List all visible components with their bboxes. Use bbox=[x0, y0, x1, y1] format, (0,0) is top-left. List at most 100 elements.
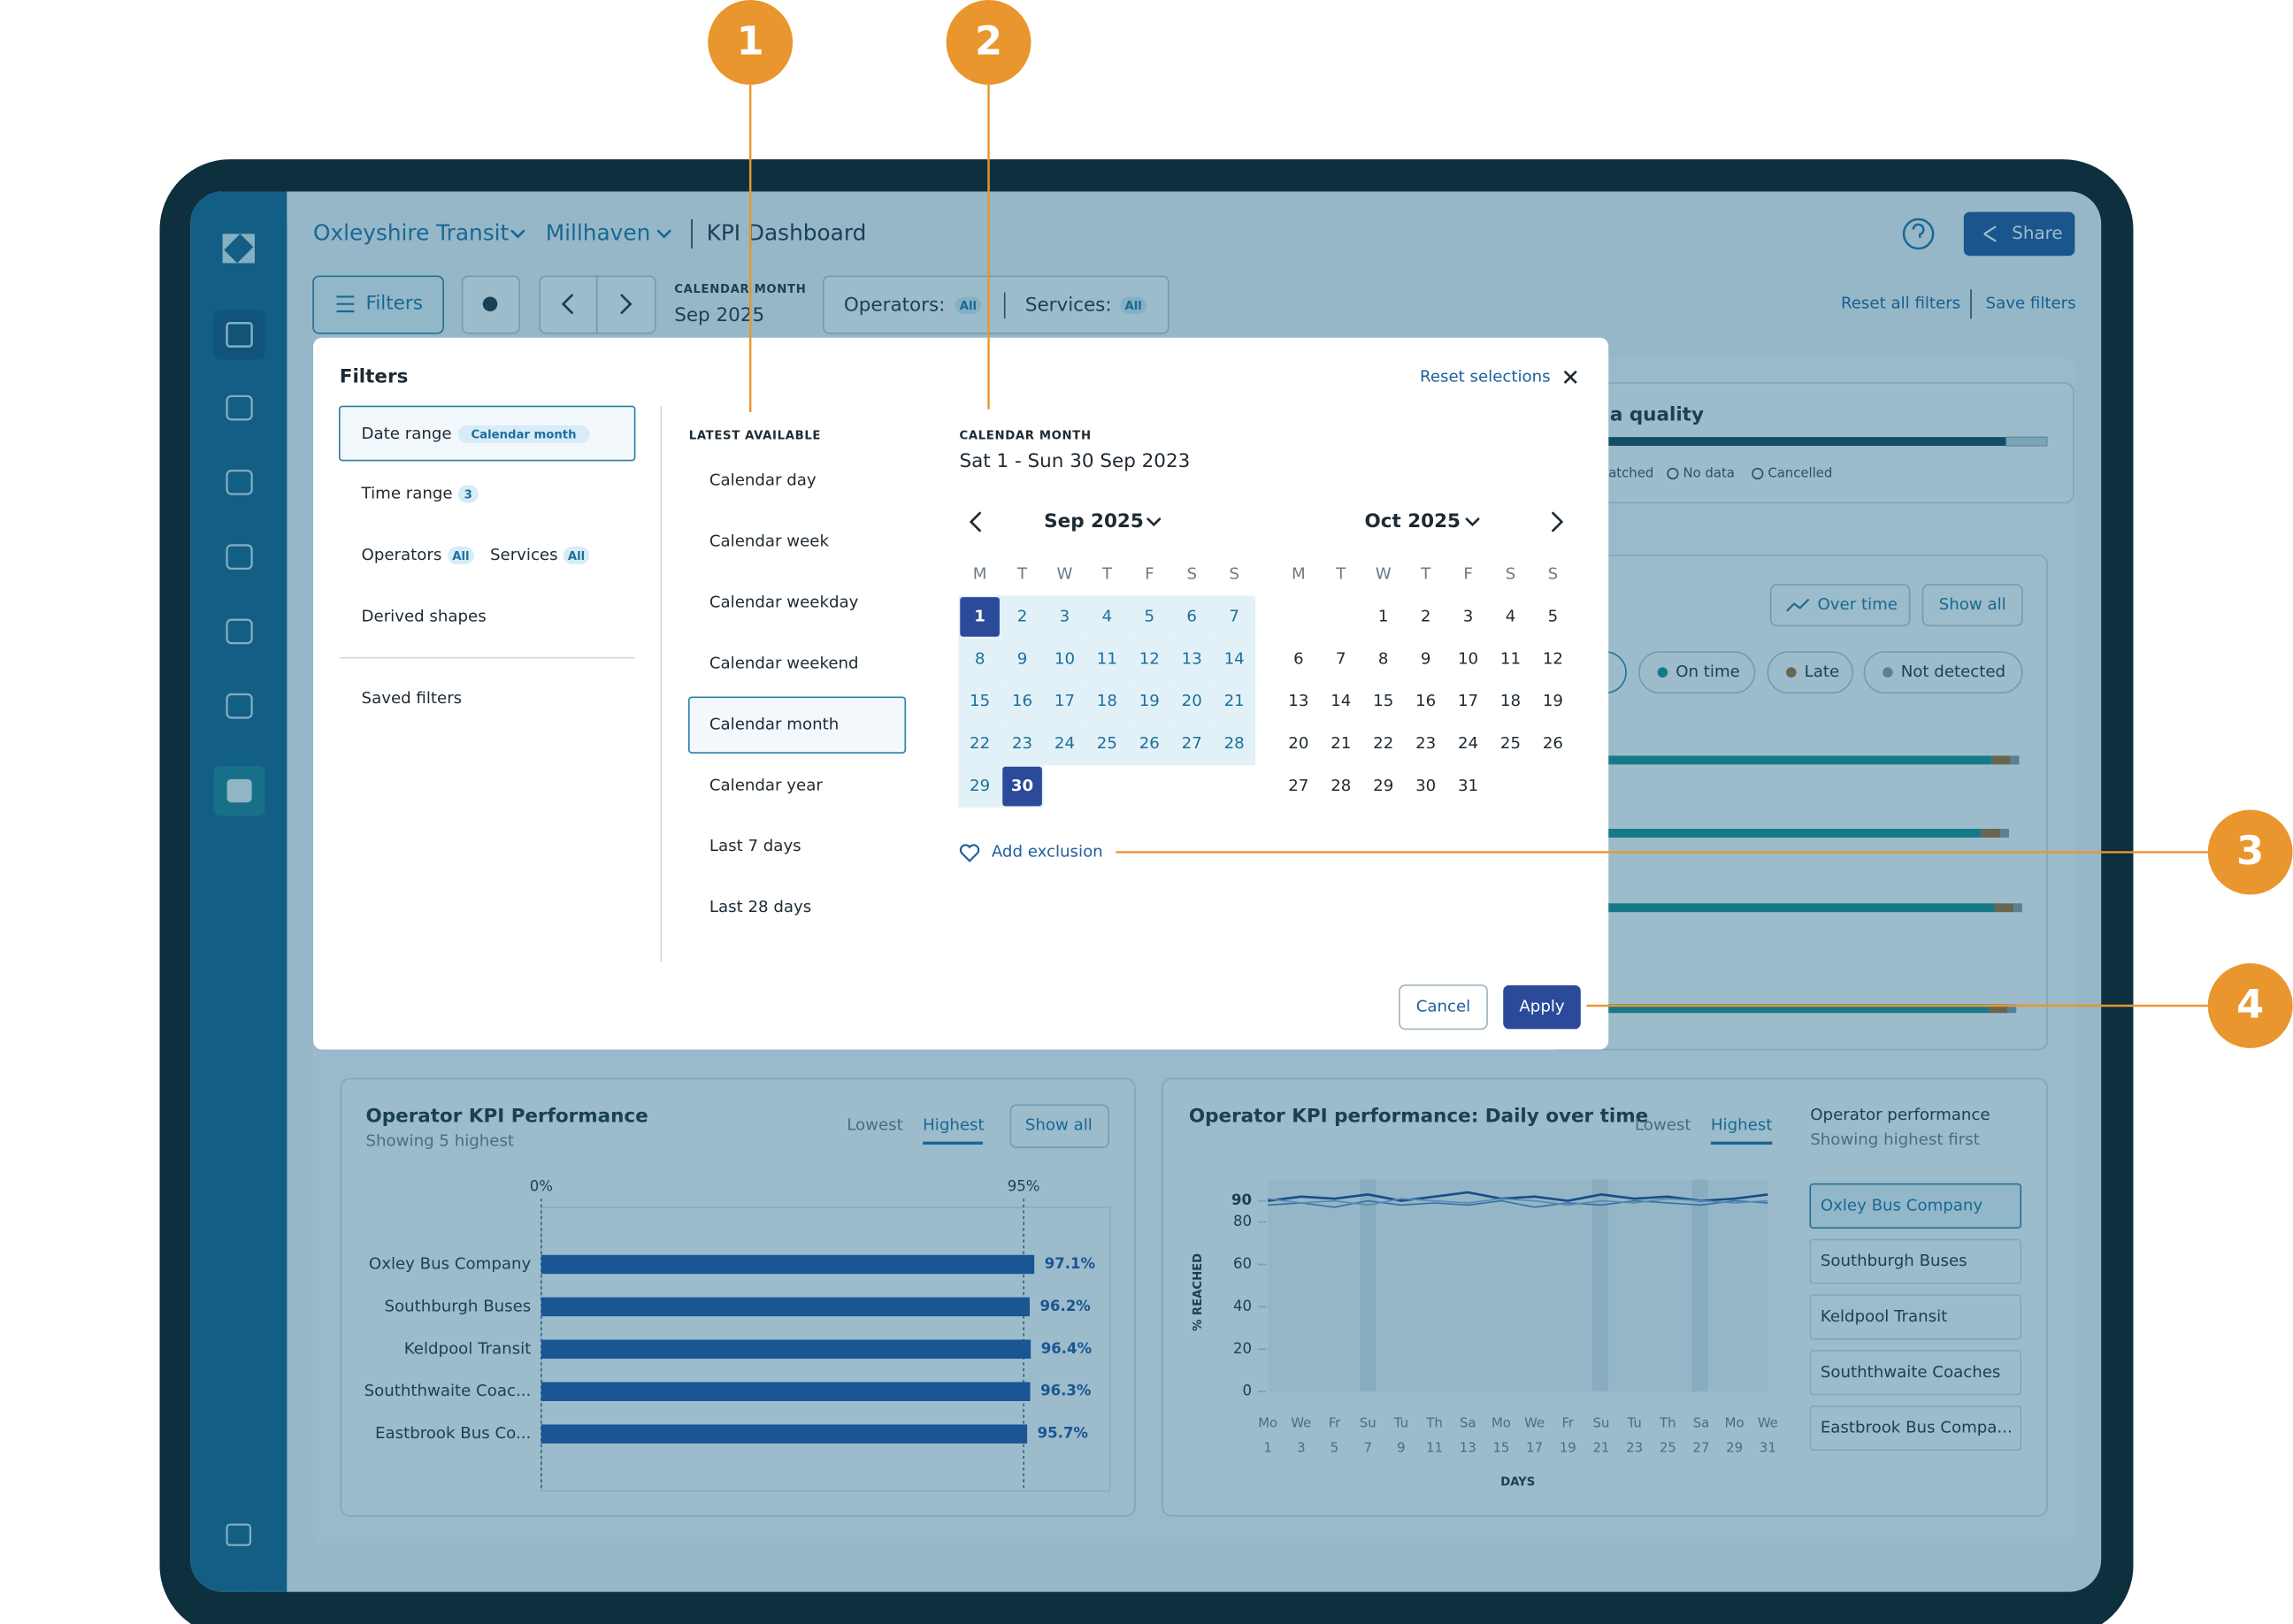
chip[interactable] bbox=[1767, 651, 1854, 694]
operator-item-label[interactable]: Oxley Bus Company bbox=[1821, 1196, 1983, 1214]
show-all-label[interactable]: Show all bbox=[1939, 595, 2006, 614]
operator-item-label[interactable]: Eastbrook Bus Compa... bbox=[1821, 1419, 2013, 1437]
add-exclusion[interactable]: Add exclusion bbox=[992, 842, 1103, 861]
day[interactable]: 13 bbox=[1288, 692, 1308, 710]
day[interactable]: 10 bbox=[1054, 649, 1075, 668]
over-time-label[interactable]: Over time bbox=[1818, 595, 1898, 614]
day[interactable]: 25 bbox=[1097, 734, 1117, 753]
filter-nav-item[interactable]: Services bbox=[490, 546, 558, 564]
operator-item-label[interactable]: Souththwaite Coaches bbox=[1821, 1363, 2001, 1382]
day[interactable]: 13 bbox=[1182, 649, 1202, 668]
period-option[interactable]: Calendar weekday bbox=[709, 594, 859, 612]
reset-selections[interactable]: Reset selections bbox=[1420, 367, 1551, 386]
show-all-label[interactable]: Show all bbox=[1025, 1115, 1093, 1134]
day[interactable]: 5 bbox=[1145, 607, 1155, 625]
day[interactable]: 5 bbox=[1548, 607, 1559, 625]
day[interactable]: 28 bbox=[1331, 777, 1351, 795]
day[interactable]: 6 bbox=[1293, 649, 1304, 668]
day[interactable]: 19 bbox=[1543, 692, 1563, 710]
cancel-label[interactable]: Cancel bbox=[1416, 998, 1471, 1016]
operator-item[interactable] bbox=[1809, 1405, 2022, 1452]
day[interactable]: 22 bbox=[1373, 734, 1393, 753]
day[interactable]: 2 bbox=[1017, 607, 1028, 625]
day[interactable]: 3 bbox=[1463, 607, 1474, 625]
day[interactable]: 26 bbox=[1543, 734, 1563, 753]
day[interactable]: 18 bbox=[1097, 692, 1117, 710]
period-option[interactable]: Calendar year bbox=[709, 776, 823, 794]
day[interactable]: 7 bbox=[1336, 649, 1346, 668]
day[interactable]: 15 bbox=[970, 692, 990, 710]
operator-item[interactable] bbox=[1809, 1350, 2022, 1396]
day[interactable]: 2 bbox=[1421, 607, 1431, 625]
day[interactable]: 22 bbox=[970, 734, 990, 753]
filters-button[interactable] bbox=[312, 275, 444, 334]
reset-all-link[interactable]: Reset all filters bbox=[1841, 295, 1960, 313]
day[interactable]: 11 bbox=[1500, 649, 1521, 668]
period-option[interactable]: Calendar weekend bbox=[709, 654, 859, 672]
day[interactable]: 28 bbox=[1224, 734, 1245, 753]
day[interactable]: 24 bbox=[1458, 734, 1478, 753]
chip-label[interactable]: On time bbox=[1676, 663, 1740, 681]
day[interactable]: 10 bbox=[1458, 649, 1478, 668]
day[interactable]: 21 bbox=[1224, 692, 1245, 710]
sort-lowest[interactable]: Lowest bbox=[847, 1115, 903, 1134]
cancel-button[interactable] bbox=[1399, 984, 1488, 1030]
day[interactable]: 12 bbox=[1139, 649, 1160, 668]
day[interactable]: 29 bbox=[970, 777, 990, 795]
filter-nav-item[interactable]: Operators bbox=[362, 546, 442, 564]
help-icon[interactable] bbox=[1902, 218, 1935, 250]
day[interactable]: 14 bbox=[1331, 692, 1351, 710]
day[interactable]: 3 bbox=[1060, 607, 1070, 625]
day[interactable]: 20 bbox=[1288, 734, 1308, 753]
day[interactable]: 12 bbox=[1543, 649, 1563, 668]
day[interactable]: 16 bbox=[1012, 692, 1032, 710]
apply-button[interactable] bbox=[1503, 984, 1581, 1030]
day[interactable]: 1 bbox=[1378, 607, 1389, 625]
scope-box[interactable] bbox=[822, 275, 1170, 334]
chip[interactable] bbox=[1638, 651, 1756, 694]
filter-nav-item[interactable]: Time range bbox=[361, 485, 453, 503]
day[interactable]: 31 bbox=[1458, 777, 1478, 795]
day[interactable]: 7 bbox=[1229, 607, 1239, 625]
day[interactable]: 21 bbox=[1331, 734, 1351, 753]
chip[interactable] bbox=[1863, 651, 2023, 694]
share-label[interactable]: Share bbox=[2012, 223, 2062, 243]
chip-label[interactable]: Late bbox=[1805, 663, 1840, 681]
day[interactable]: 24 bbox=[1054, 734, 1075, 753]
apply-label[interactable]: Apply bbox=[1519, 998, 1565, 1016]
day[interactable]: 29 bbox=[1373, 777, 1393, 795]
region-selector[interactable]: Millhaven bbox=[546, 219, 650, 245]
day[interactable]: 30 bbox=[1415, 777, 1436, 795]
day[interactable]: 6 bbox=[1186, 607, 1197, 625]
day[interactable]: 20 bbox=[1182, 692, 1202, 710]
day[interactable]: 23 bbox=[1415, 734, 1436, 753]
over-time-button[interactable] bbox=[1769, 584, 1911, 627]
day[interactable]: 16 bbox=[1415, 692, 1436, 710]
day[interactable]: 4 bbox=[1506, 607, 1516, 625]
period-option[interactable]: Calendar month bbox=[709, 715, 839, 733]
period-option[interactable]: Last 7 days bbox=[709, 837, 801, 855]
day[interactable]: 19 bbox=[1139, 692, 1160, 710]
operator-item[interactable] bbox=[1809, 1183, 2022, 1229]
day[interactable]: 9 bbox=[1017, 649, 1028, 668]
month-title[interactable]: Sep 2025 bbox=[1044, 510, 1144, 532]
day[interactable]: 8 bbox=[1378, 649, 1389, 668]
sort-lowest[interactable]: Lowest bbox=[1635, 1115, 1691, 1134]
day[interactable]: 27 bbox=[1288, 777, 1308, 795]
filter-nav-item[interactable]: Date range bbox=[362, 425, 452, 443]
day[interactable]: 17 bbox=[1458, 692, 1478, 710]
operator-item[interactable] bbox=[1809, 1294, 2022, 1340]
sort-highest[interactable]: Highest bbox=[1711, 1115, 1772, 1134]
filters-label[interactable]: Filters bbox=[366, 293, 423, 315]
saved-filters[interactable]: Saved filters bbox=[362, 689, 463, 708]
period-option[interactable]: Calendar day bbox=[709, 471, 817, 490]
day[interactable]: 23 bbox=[1012, 734, 1032, 753]
day[interactable]: 17 bbox=[1054, 692, 1075, 710]
sort-highest[interactable]: Highest bbox=[923, 1115, 984, 1134]
day[interactable]: 11 bbox=[1097, 649, 1117, 668]
day[interactable]: 4 bbox=[1102, 607, 1113, 625]
period-option[interactable]: Calendar week bbox=[709, 532, 830, 551]
day[interactable]: 1 bbox=[974, 607, 985, 625]
show-all-button[interactable] bbox=[1009, 1104, 1109, 1149]
day[interactable]: 26 bbox=[1139, 734, 1160, 753]
